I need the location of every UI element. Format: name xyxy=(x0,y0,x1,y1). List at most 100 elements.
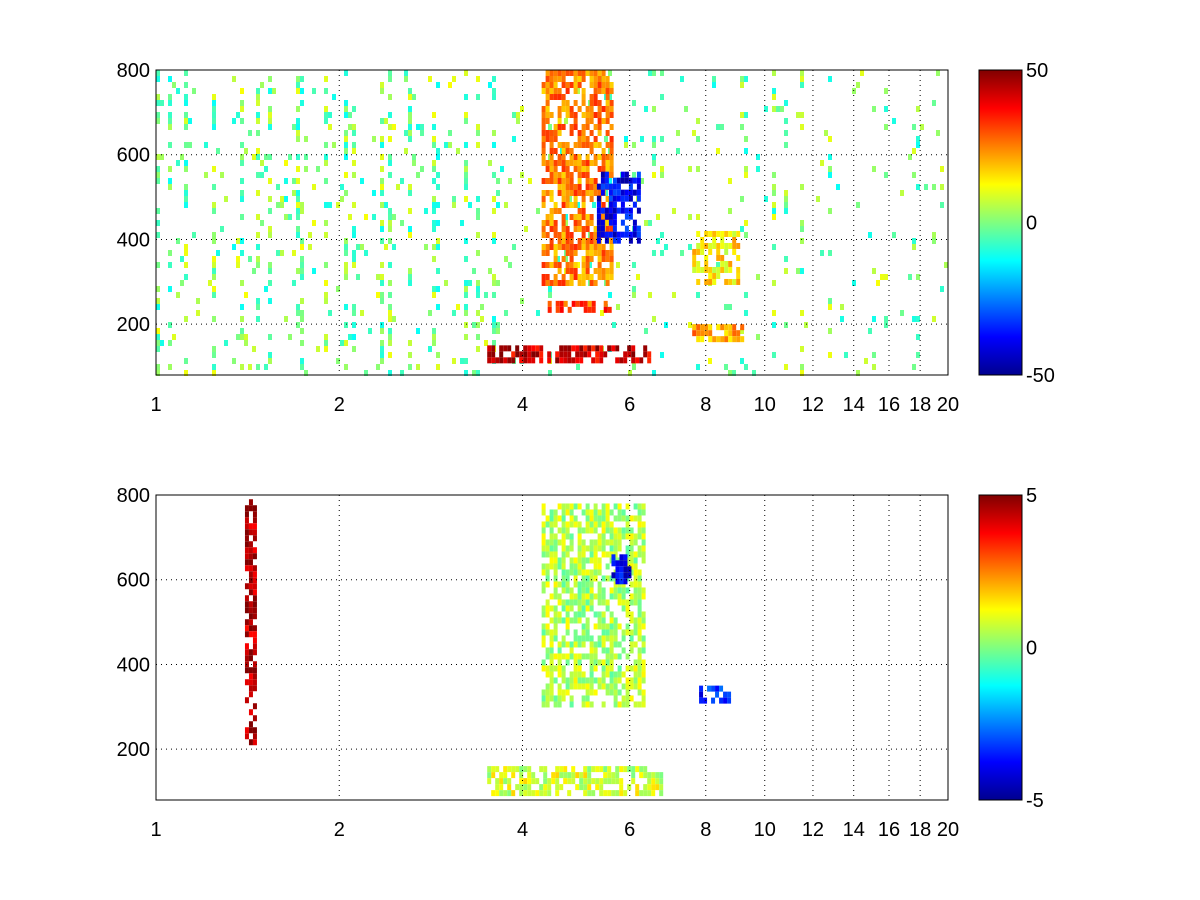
heatmap-cell xyxy=(464,256,468,262)
heatmap-cell xyxy=(651,778,656,785)
heatmap-cell xyxy=(296,226,300,232)
heatmap-cell xyxy=(569,593,574,600)
heatmap-cell xyxy=(609,665,614,672)
heatmap-cell xyxy=(492,340,496,346)
heatmap-cell xyxy=(553,256,558,262)
heatmap-cell xyxy=(633,623,638,630)
heatmap-cell xyxy=(252,649,257,656)
heatmap-cell xyxy=(616,195,621,202)
heatmap-cell xyxy=(364,370,368,376)
heatmap-cell xyxy=(593,593,598,600)
heatmap-cell xyxy=(593,190,598,196)
heatmap-cell xyxy=(569,160,574,166)
heatmap-cell xyxy=(631,357,636,364)
heatmap-cell xyxy=(432,286,436,292)
heatmap-cell xyxy=(700,336,705,343)
heatmap-cell xyxy=(585,545,590,552)
heatmap-cell xyxy=(593,647,598,654)
bottom-grid xyxy=(156,495,948,800)
heatmap-cell xyxy=(619,790,624,797)
heatmap-cell xyxy=(519,784,524,791)
heatmap-cell xyxy=(589,214,594,220)
heatmap-cell xyxy=(176,160,180,166)
heatmap-cell xyxy=(617,599,622,606)
heatmap-cell xyxy=(212,112,216,118)
heatmap-cell xyxy=(589,178,594,184)
heatmap-cell xyxy=(408,190,412,196)
heatmap-cell xyxy=(940,202,944,208)
heatmap-cell xyxy=(624,231,629,238)
heatmap-cell xyxy=(577,238,582,244)
heatmap-cell xyxy=(352,172,356,178)
heatmap-cell xyxy=(605,503,610,510)
heatmap-cell xyxy=(724,304,728,310)
heatmap-cell xyxy=(432,160,436,166)
heatmap-cell xyxy=(621,587,626,594)
heatmap-cell xyxy=(495,790,500,797)
heatmap-cell xyxy=(676,148,680,154)
heatmap-cell xyxy=(636,171,641,178)
heatmap-cell xyxy=(557,641,562,648)
heatmap-cell xyxy=(240,196,244,202)
heatmap-cell xyxy=(772,244,776,250)
heatmap-cell xyxy=(605,689,610,696)
heatmap-cell xyxy=(596,219,601,226)
heatmap-cell xyxy=(577,154,582,160)
heatmap-cell xyxy=(692,248,697,255)
heatmap-cell xyxy=(268,208,272,214)
heatmap-cell xyxy=(569,569,574,576)
y-tick-label: 600 xyxy=(117,570,150,592)
heatmap-cell xyxy=(604,231,609,238)
heatmap-cell xyxy=(609,653,614,660)
heatmap-cell xyxy=(628,213,633,220)
heatmap-cell xyxy=(561,106,566,112)
heatmap-cell xyxy=(156,154,160,160)
colorbar-tick-label: 0 xyxy=(1026,213,1037,235)
heatmap-cell xyxy=(561,509,566,516)
heatmap-cell xyxy=(495,778,500,785)
heatmap-cell xyxy=(569,509,574,516)
heatmap-cell xyxy=(569,82,574,88)
heatmap-cell xyxy=(561,232,566,238)
heatmap-cell xyxy=(727,691,732,698)
heatmap-cell xyxy=(589,82,594,88)
heatmap-cell xyxy=(536,208,540,214)
heatmap-cell xyxy=(328,202,332,208)
heatmap-cell xyxy=(608,178,612,184)
heatmap-cell xyxy=(703,697,708,704)
heatmap-cell xyxy=(692,324,697,331)
heatmap-cell xyxy=(573,599,578,606)
heatmap-cell xyxy=(549,88,554,94)
heatmap-cell xyxy=(581,569,586,576)
heatmap-cell xyxy=(561,545,566,552)
heatmap-cell xyxy=(324,142,328,148)
heatmap-cell xyxy=(601,76,606,82)
heatmap-cell xyxy=(732,370,736,376)
heatmap-cell xyxy=(549,280,554,286)
heatmap-cell xyxy=(492,196,496,202)
heatmap-cell xyxy=(581,214,586,220)
heatmap-cell xyxy=(348,214,352,220)
heatmap-cell xyxy=(597,683,602,690)
heatmap-cell xyxy=(324,154,328,160)
heatmap-cell xyxy=(216,148,220,154)
heatmap-cell xyxy=(168,184,172,190)
heatmap-cell xyxy=(476,208,480,214)
heatmap-cell xyxy=(300,310,304,316)
heatmap-cell xyxy=(619,357,624,364)
heatmap-cell xyxy=(561,148,566,154)
heatmap-cell xyxy=(296,106,300,112)
heatmap-cell xyxy=(492,328,496,334)
heatmap-cell xyxy=(916,352,920,358)
heatmap-cell xyxy=(593,539,598,546)
heatmap-cell xyxy=(587,784,592,791)
heatmap-cell xyxy=(256,316,260,322)
heatmap-cell xyxy=(296,166,300,172)
heatmap-cell xyxy=(372,190,376,196)
heatmap-cell xyxy=(324,88,328,94)
heatmap-cell xyxy=(212,202,216,208)
heatmap-cell xyxy=(557,130,562,136)
heatmap-cell xyxy=(596,195,601,202)
heatmap-cell xyxy=(569,274,574,280)
heatmap-cell xyxy=(284,160,288,166)
